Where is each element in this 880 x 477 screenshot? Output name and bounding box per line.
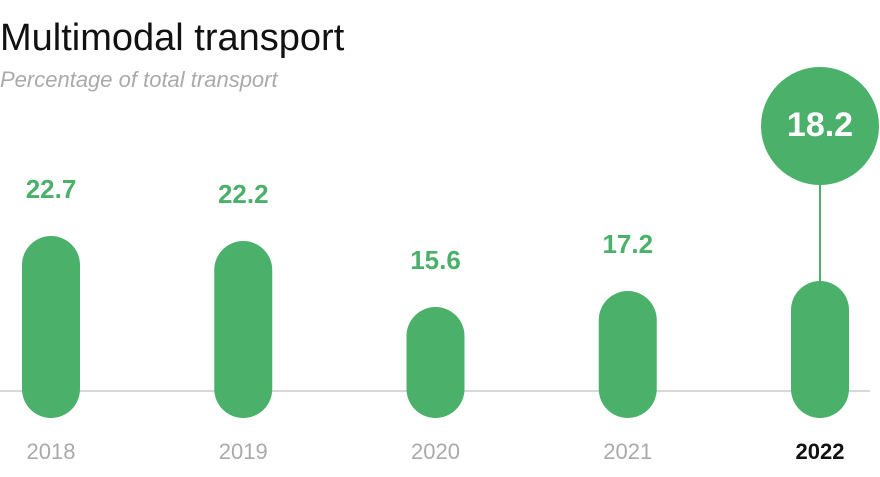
value-label: 15.6 [410,245,461,275]
bar [214,241,273,418]
x-tick-label: 2021 [603,439,652,464]
x-tick-label: 2022 [796,439,845,464]
chart-subtitle: Percentage of total transport [0,67,278,92]
value-label: 17.2 [602,229,653,259]
bar [598,291,657,418]
value-label: 18.2 [787,106,853,144]
bar [406,307,465,418]
bar [791,281,849,418]
chart-title: Multimodal transport [0,17,345,59]
value-label: 22.2 [218,179,269,209]
x-tick-label: 2020 [411,439,460,464]
highlight-bubble [761,67,879,185]
x-tick-label: 2019 [219,439,268,464]
value-label: 22.7 [26,174,77,204]
bar [22,236,80,418]
x-tick-label: 2018 [27,439,76,464]
